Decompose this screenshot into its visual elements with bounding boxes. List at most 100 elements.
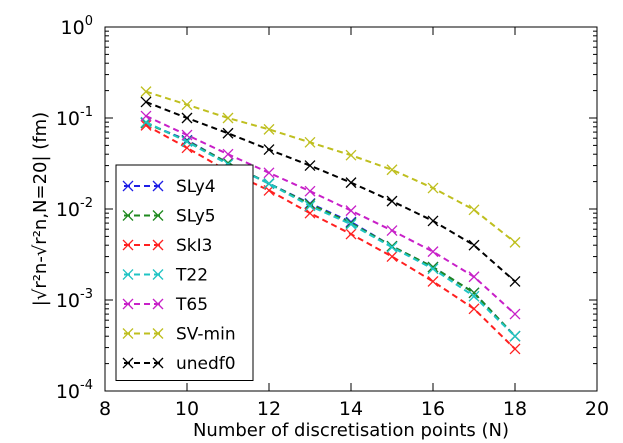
data-point — [140, 119, 152, 131]
marker-stroke — [345, 177, 357, 189]
legend: SLy4 SLy5 SkI3 T22 T65 SV-min unedf0 — [115, 164, 254, 381]
legend-box — [115, 164, 254, 381]
data-point — [427, 182, 439, 194]
data-point — [345, 205, 357, 217]
legend-marker — [152, 328, 164, 339]
data-point — [345, 228, 357, 240]
legend-marker — [122, 180, 134, 192]
legend-label: SV-min — [176, 325, 236, 345]
legend-label: unedf0 — [176, 354, 236, 374]
marker-stroke — [181, 99, 193, 111]
axis-ticks — [104, 26, 598, 392]
data-point — [509, 308, 521, 320]
marker-stroke — [345, 205, 357, 217]
data-point — [468, 303, 480, 315]
series-t22 — [140, 116, 521, 342]
y-tick-exponent: 0 — [85, 14, 93, 29]
marker-stroke — [468, 204, 480, 216]
legend-item: SLy4 — [122, 177, 216, 197]
marker-stroke — [140, 110, 152, 122]
data-point — [386, 241, 398, 253]
marker-stroke — [386, 164, 398, 176]
y-tick-base: 10 — [56, 199, 80, 221]
data-point — [222, 148, 234, 160]
marker-stroke — [509, 275, 521, 287]
data-point — [304, 136, 316, 148]
marker-stroke — [468, 287, 480, 299]
data-point — [386, 195, 398, 207]
y-tick-label: 100 — [61, 14, 93, 39]
data-point — [468, 204, 480, 216]
marker-stroke — [427, 261, 439, 273]
legend-marker — [122, 269, 134, 280]
legend-marker — [122, 239, 134, 251]
marker-stroke — [222, 127, 234, 139]
marker-stroke — [140, 96, 152, 108]
marker-stroke — [345, 228, 357, 240]
marker-stroke — [181, 112, 193, 124]
data-point — [345, 218, 357, 230]
data-point — [427, 246, 439, 258]
legend-marker — [152, 269, 164, 280]
data-point — [263, 167, 275, 179]
marker-stroke — [222, 148, 234, 160]
y-tick-base: 10 — [56, 381, 80, 403]
marker-stroke — [509, 330, 521, 342]
data-point — [304, 198, 316, 210]
x-tick-label: 8 — [99, 398, 111, 420]
marker-stroke — [427, 215, 439, 227]
marker-stroke — [468, 239, 480, 251]
legend-item: unedf0 — [122, 354, 236, 374]
data-point — [222, 112, 234, 124]
data-point — [509, 275, 521, 287]
series-layer — [140, 86, 521, 355]
legend-label: SLy5 — [176, 207, 216, 227]
data-point — [181, 99, 193, 111]
marker-stroke — [263, 123, 275, 135]
series-sv-min — [140, 86, 521, 248]
series-line — [145, 101, 516, 283]
data-point — [140, 110, 152, 122]
data-point — [304, 185, 316, 197]
marker-stroke — [304, 185, 316, 197]
data-point — [386, 251, 398, 263]
legend-label: T65 — [175, 295, 208, 315]
data-point — [263, 123, 275, 135]
data-point — [140, 86, 152, 98]
data-point — [181, 112, 193, 124]
legend-label: T22 — [175, 266, 208, 286]
marker-stroke — [222, 112, 234, 124]
data-point — [468, 290, 480, 302]
y-tick-base: 10 — [56, 108, 80, 130]
y-tick-exponent: -1 — [80, 105, 93, 120]
data-point — [263, 178, 275, 190]
y-tick-exponent: -3 — [80, 287, 93, 302]
series-line — [145, 115, 516, 315]
legend-item: T22 — [122, 266, 208, 286]
legend-item: SLy5 — [122, 207, 216, 227]
marker-stroke — [386, 225, 398, 236]
x-tick-label: 10 — [175, 398, 199, 420]
marker-stroke — [263, 144, 275, 156]
data-point — [468, 271, 480, 283]
data-point — [181, 129, 193, 141]
marker-stroke — [263, 167, 275, 179]
legend-item: SkI3 — [122, 236, 212, 256]
x-axis-label: Number of discretisation points (N) — [193, 420, 509, 441]
marker-stroke — [345, 149, 357, 161]
marker-stroke — [509, 308, 521, 320]
marker-stroke — [386, 195, 398, 207]
marker-stroke — [345, 218, 357, 230]
y-tick-base: 10 — [56, 290, 80, 312]
legend-marker — [122, 328, 134, 339]
series-line — [145, 122, 516, 337]
y-tick-exponent: -4 — [80, 378, 93, 393]
y-tick-label: 10-2 — [56, 196, 93, 221]
y-tick-exponent: -2 — [80, 196, 93, 211]
data-point — [304, 160, 316, 172]
marker-stroke — [509, 236, 521, 248]
marker-stroke — [468, 303, 480, 315]
y-axis-label-text: |√r²n-√r²n,N=20| (fm) — [30, 112, 51, 306]
marker-stroke — [140, 119, 152, 131]
data-point — [509, 236, 521, 248]
